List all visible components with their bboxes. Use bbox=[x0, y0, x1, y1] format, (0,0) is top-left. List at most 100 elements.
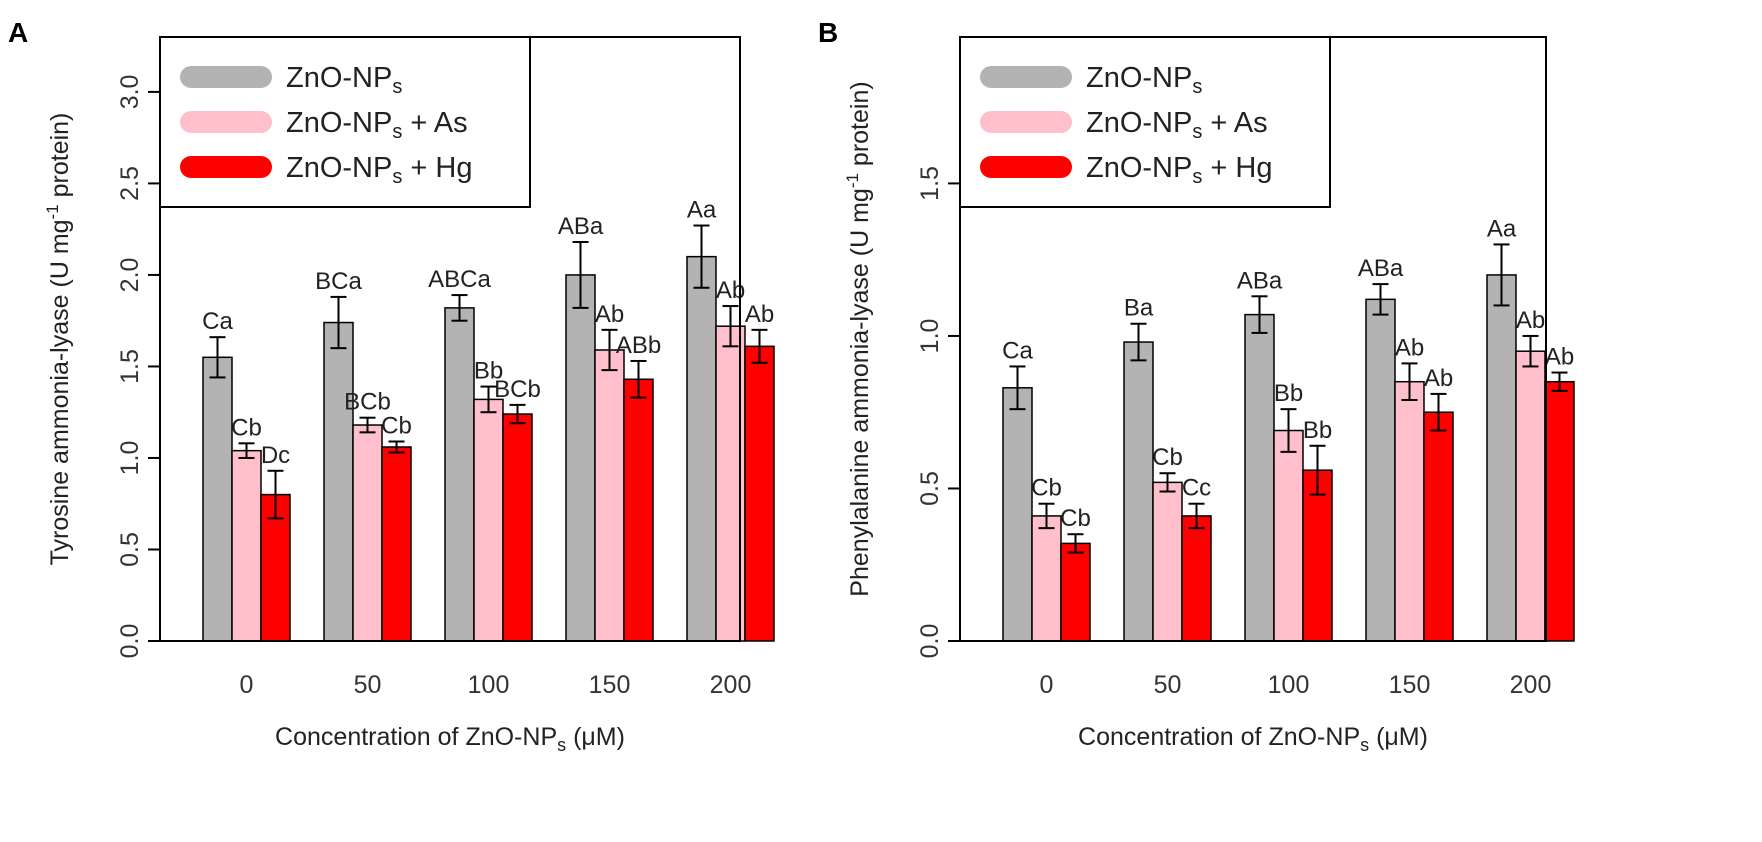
error-bar bbox=[1188, 502, 1205, 530]
error-bar bbox=[630, 359, 647, 399]
error-bar bbox=[1067, 533, 1084, 554]
significance-label: Ab bbox=[595, 301, 624, 328]
legend-swatch bbox=[180, 66, 272, 88]
significance-label: Ab bbox=[1516, 307, 1545, 334]
significance-label: BCb bbox=[344, 389, 391, 416]
significance-label: ABa bbox=[1358, 255, 1404, 282]
y-tick-label: 2.5 bbox=[116, 166, 144, 201]
error-bar bbox=[480, 385, 497, 414]
significance-label: Cb bbox=[381, 412, 412, 439]
x-axis-title: Concentration of ZnO-NPs (μM) bbox=[1078, 723, 1428, 755]
bar-a-s0-c0 bbox=[202, 356, 233, 642]
significance-label: Cb bbox=[1060, 505, 1091, 532]
legend-swatch bbox=[980, 111, 1072, 133]
bar-a-s2-c2 bbox=[502, 413, 533, 642]
significance-label: Cb bbox=[231, 414, 262, 441]
y-tick-label: 0.0 bbox=[116, 624, 144, 659]
bar-a-s1-c1 bbox=[352, 424, 383, 642]
y-tick-label: 1.0 bbox=[916, 319, 944, 354]
error-bar bbox=[1309, 444, 1326, 496]
error-bar bbox=[451, 294, 468, 322]
bar-a-s1-c0 bbox=[231, 449, 262, 642]
bar-b-s1-c2 bbox=[1273, 429, 1304, 642]
panel-label: A bbox=[8, 17, 28, 48]
x-tick-label: 100 bbox=[1268, 671, 1310, 699]
bar-b-s2-c4 bbox=[1544, 380, 1575, 642]
bar-b-s0-c4 bbox=[1486, 274, 1517, 642]
legend-label: ZnO-NPs + Hg bbox=[286, 152, 472, 188]
bar-b-s0-c2 bbox=[1244, 313, 1275, 642]
y-axis-title: Phenylalanine ammonia-lyase (U mg-1 prot… bbox=[843, 81, 874, 596]
error-bar bbox=[1430, 392, 1447, 432]
x-tick-label: 150 bbox=[1389, 671, 1431, 699]
bar-a-s0-c4 bbox=[686, 255, 717, 642]
error-bar bbox=[1401, 362, 1418, 402]
significance-label: Ca bbox=[1002, 337, 1033, 364]
legend-label: ZnO-NPs bbox=[1086, 62, 1202, 98]
error-bar bbox=[359, 416, 376, 434]
bar-b-s2-c2 bbox=[1302, 469, 1333, 642]
significance-label: Ca bbox=[202, 308, 233, 335]
significance-label: Bb bbox=[474, 358, 503, 385]
significance-label: Ab bbox=[1395, 334, 1424, 361]
error-bar bbox=[572, 240, 589, 309]
significance-label: BCa bbox=[315, 268, 362, 295]
error-bar bbox=[1493, 243, 1510, 307]
y-tick-label: 0.5 bbox=[116, 532, 144, 567]
legend-label: ZnO-NPs + Hg bbox=[1086, 152, 1272, 188]
bar-b-s0-c1 bbox=[1123, 341, 1154, 642]
bar-a-s1-c2 bbox=[473, 398, 504, 642]
x-tick-label: 200 bbox=[710, 671, 752, 699]
bar-b-s1-c3 bbox=[1394, 380, 1425, 642]
bar-b-s2-c3 bbox=[1423, 411, 1454, 642]
significance-label: ABa bbox=[1237, 267, 1283, 294]
y-tick-label: 0.5 bbox=[916, 471, 944, 506]
significance-label: Cc bbox=[1182, 475, 1211, 502]
error-bar bbox=[238, 442, 255, 459]
legend-swatch bbox=[180, 156, 272, 178]
y-tick-label: 1.0 bbox=[116, 441, 144, 476]
bar-b-s1-c1 bbox=[1152, 481, 1183, 642]
error-bar bbox=[1009, 365, 1026, 411]
legend-swatch bbox=[180, 111, 272, 133]
significance-label: ABb bbox=[616, 332, 661, 359]
legend: ZnO-NPs ZnO-NPs + As ZnO-NPs + Hg bbox=[159, 36, 531, 208]
legend-label: ZnO-NPs + As bbox=[1086, 107, 1268, 143]
error-bar bbox=[722, 305, 739, 348]
y-axis-title: Tyrosine ammonia-lyase (U mg-1 protein) bbox=[43, 113, 74, 566]
error-bar bbox=[1159, 472, 1176, 493]
legend-label: ZnO-NPs + As bbox=[286, 107, 468, 143]
x-tick-label: 0 bbox=[240, 671, 254, 699]
bar-b-s1-c0 bbox=[1031, 515, 1062, 642]
significance-label: Dc bbox=[261, 442, 290, 469]
error-bar bbox=[1372, 283, 1389, 316]
y-tick-label: 1.5 bbox=[916, 166, 944, 201]
significance-label: Ab bbox=[1424, 365, 1453, 392]
error-bar bbox=[1522, 334, 1539, 368]
bar-b-s2-c0 bbox=[1060, 542, 1091, 642]
significance-label: Bb bbox=[1303, 417, 1332, 444]
bar-a-s1-c3 bbox=[594, 349, 625, 642]
x-tick-label: 50 bbox=[354, 671, 382, 699]
significance-label: Ba bbox=[1124, 295, 1154, 322]
legend: ZnO-NPs ZnO-NPs + As ZnO-NPs + Hg bbox=[959, 36, 1331, 208]
error-bar bbox=[601, 328, 618, 372]
y-tick-label: 2.0 bbox=[116, 258, 144, 293]
significance-label: Ab bbox=[745, 301, 774, 328]
error-bar bbox=[267, 469, 284, 520]
error-bar bbox=[1251, 295, 1268, 334]
y-tick-label: 0.0 bbox=[916, 624, 944, 659]
y-tick-label: 1.5 bbox=[116, 349, 144, 384]
legend-swatch bbox=[980, 66, 1072, 88]
bar-b-s0-c0 bbox=[1002, 387, 1033, 642]
panel-label: B bbox=[818, 17, 838, 48]
bar-a-s0-c2 bbox=[444, 307, 475, 642]
significance-label: Cb bbox=[1031, 475, 1062, 502]
x-tick-label: 150 bbox=[589, 671, 631, 699]
error-bar bbox=[209, 336, 226, 379]
y-tick-label: 3.0 bbox=[116, 75, 144, 110]
x-tick-label: 50 bbox=[1154, 671, 1182, 699]
error-bar bbox=[509, 403, 526, 425]
